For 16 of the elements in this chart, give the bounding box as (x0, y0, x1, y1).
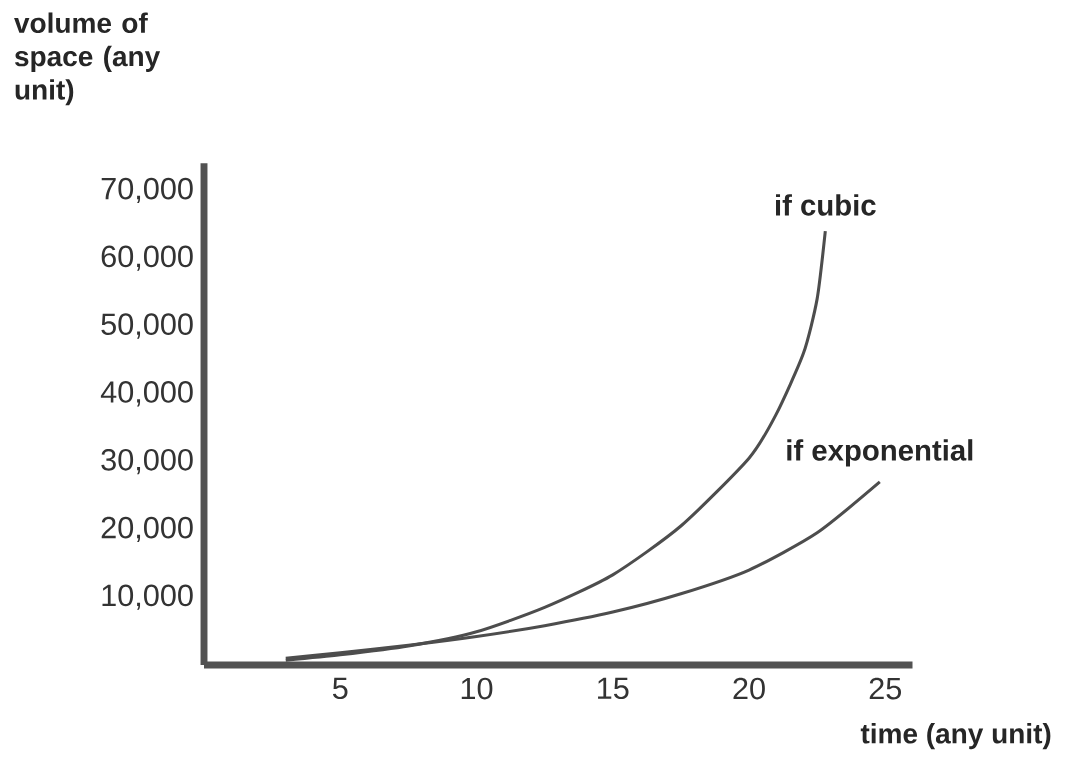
series-label: if exponential (787, 439, 973, 467)
y-tick-label: 40,000 (100, 381, 193, 407)
y-tick-label: 50,000 (101, 313, 193, 339)
y-tick-label: 70,000 (101, 177, 193, 204)
x-tick-label: 20 (733, 677, 765, 700)
y-tick-label: 30,000 (101, 448, 193, 475)
y-tick-label: 60,000 (101, 245, 193, 271)
series-label: if cubic (776, 194, 876, 216)
x-tick-label: 10 (461, 677, 493, 700)
y-tick-label: 20,000 (101, 516, 193, 543)
y-tick-label: 10,000 (102, 584, 193, 610)
x-axis-title: time (any unit) (860, 723, 1051, 750)
x-tick-label: 25 (869, 677, 902, 700)
x-tick-label: 5 (332, 677, 348, 700)
y-axis-title: volume of space (any unit) (14, 12, 161, 106)
x-tick-label: 15 (598, 677, 629, 700)
